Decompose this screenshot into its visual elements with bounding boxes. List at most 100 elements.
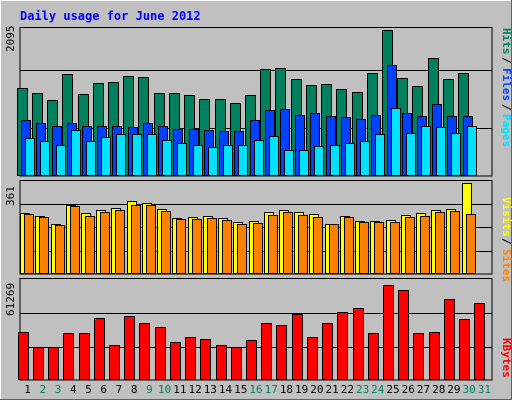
sites-bar-day-7: [115, 210, 125, 274]
kbytes-bar-day-10: [155, 327, 166, 380]
sites-bar-day-28: [435, 212, 445, 274]
sites-bar-day-19: [298, 215, 308, 274]
sites-bar-day-10: [161, 211, 171, 274]
kbytes-bar-day-1: [18, 332, 29, 380]
kbytes-bar-day-25: [383, 285, 394, 380]
x-tick-label-day-21: 21: [326, 383, 339, 396]
pages-bar-day-25: [391, 108, 401, 176]
pages-bar-day-1: [25, 138, 35, 176]
x-axis-day-labels: 1 2 3 4 5 6 7 8 9 10 11 12 13 14 15 16 17 18 19 20 21 22 23 24 2…: [24, 383, 491, 396]
x-tick-label-day-30: 30: [463, 383, 476, 396]
sites-bar-day-3: [55, 225, 65, 274]
hits-panel-max-label: 2095: [4, 26, 17, 53]
x-tick-label-day-29: 29: [447, 383, 460, 396]
legend-files: Files: [500, 68, 512, 101]
x-tick-label-day-31: 31: [478, 383, 491, 396]
x-tick-label-day-26: 26: [402, 383, 415, 396]
kbytes-bar-day-18: [276, 325, 287, 380]
x-tick-label-day-3: 3: [55, 383, 62, 396]
sites-bar-day-2: [39, 217, 49, 274]
pages-bar-day-2: [40, 141, 50, 176]
legend-kbytes: KBytes: [500, 338, 512, 378]
kbytes-bar-day-22: [337, 312, 348, 380]
sites-bar-day-9: [146, 205, 156, 274]
x-tick-label-day-17: 17: [265, 383, 278, 396]
sites-bar-day-21: [329, 224, 339, 274]
kbytes-bar-day-24: [368, 333, 379, 380]
x-tick-label-day-6: 6: [100, 383, 107, 396]
pages-bar-day-6: [101, 137, 111, 176]
pages-bar-day-24: [375, 134, 385, 176]
legend-hits: Hits: [500, 28, 512, 55]
pages-bar-day-11: [177, 143, 187, 176]
pages-bar-day-5: [86, 141, 96, 176]
x-tick-label-day-4: 4: [70, 383, 77, 396]
kbytes-bar-day-26: [398, 290, 409, 380]
sites-panel-legend: Visits / Sites: [500, 197, 512, 282]
kbytes-bar-day-21: [322, 323, 333, 380]
kbytes-bar-day-19: [292, 314, 303, 380]
x-tick-label-day-24: 24: [371, 383, 385, 396]
kbytes-bar-day-17: [261, 323, 272, 380]
pages-bar-day-14: [223, 145, 233, 176]
x-tick-label-day-15: 15: [234, 383, 247, 396]
kbytes-bar-day-23: [353, 308, 364, 380]
x-tick-label-day-18: 18: [280, 383, 293, 396]
kbytes-bar-day-4: [63, 333, 74, 380]
sites-bar-day-26: [405, 217, 415, 274]
legend-sep-2: /: [500, 104, 512, 111]
pages-bar-day-20: [314, 146, 324, 176]
kbytes-bar-day-5: [79, 333, 90, 380]
kbytes-bar-day-2: [33, 347, 44, 380]
sites-bar-day-6: [100, 212, 110, 274]
sites-bar-day-23: [359, 222, 369, 274]
kbytes-panel-legend: KBytes: [500, 338, 512, 378]
x-tick-label-day-28: 28: [432, 383, 445, 396]
sites-panel-max-label: 361: [4, 186, 17, 206]
pages-bar-day-22: [345, 143, 355, 176]
pages-bar-day-29: [451, 133, 461, 176]
kbytes-bar-day-16: [246, 340, 257, 380]
kbytes-bar-day-7: [109, 345, 120, 380]
kbytes-bar-day-20: [307, 337, 318, 380]
sites-bar-day-15: [237, 224, 247, 274]
x-tick-label-day-9: 9: [146, 383, 153, 396]
pages-bar-day-28: [436, 127, 446, 176]
x-tick-label-day-1: 1: [24, 383, 31, 396]
sites-bar-day-11: [176, 219, 186, 274]
x-tick-label-day-16: 16: [249, 383, 262, 396]
pages-bar-day-8: [132, 134, 142, 176]
pages-bar-day-19: [299, 150, 309, 176]
pages-bar-day-3: [56, 145, 66, 176]
legend-visits: Visits: [500, 197, 512, 237]
kbytes-bar-day-30: [459, 319, 470, 380]
sites-bar-day-12: [192, 219, 202, 274]
x-tick-label-day-13: 13: [204, 383, 217, 396]
pages-bar-day-9: [147, 134, 157, 176]
pages-bar-day-30: [467, 126, 477, 176]
kbytes-bar-day-12: [185, 337, 196, 380]
x-tick-label-day-12: 12: [188, 383, 201, 396]
kbytes-bar-day-15: [231, 347, 242, 380]
x-tick-label-day-8: 8: [131, 383, 138, 396]
sites-bar-day-16: [253, 223, 263, 274]
kbytes-bar-day-29: [444, 299, 455, 380]
sites-bar-day-27: [420, 216, 430, 274]
kbytes-bar-day-6: [94, 318, 105, 380]
x-tick-label-day-23: 23: [356, 383, 369, 396]
kbytes-bar-day-31: [474, 303, 485, 380]
pages-bar-day-17: [269, 136, 279, 176]
sites-bar-day-14: [222, 220, 232, 274]
pages-bar-day-23: [360, 141, 370, 176]
legend-sep-1: /: [500, 57, 512, 64]
pages-bar-day-4: [71, 130, 81, 176]
hits-panel-legend: Hits / Files / Pages: [500, 28, 512, 147]
x-tick-label-day-22: 22: [341, 383, 354, 396]
x-tick-label-day-25: 25: [386, 383, 399, 396]
x-tick-label-day-10: 10: [158, 383, 171, 396]
sites-bar-day-25: [390, 222, 400, 274]
x-tick-label-day-27: 27: [417, 383, 430, 396]
sites-bar-day-5: [85, 216, 95, 274]
kbytes-bar-day-3: [48, 347, 59, 380]
sites-bar-day-13: [207, 218, 217, 274]
